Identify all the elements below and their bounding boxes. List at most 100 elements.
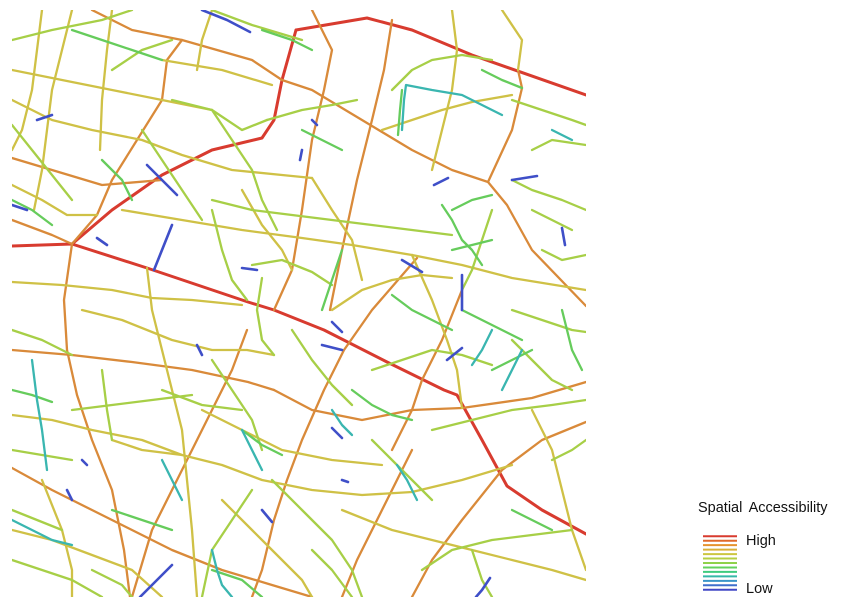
street-segment bbox=[220, 498, 314, 597]
street-segment bbox=[65, 488, 74, 502]
street-segment bbox=[32, 10, 74, 212]
street-segment bbox=[145, 163, 179, 197]
street-segment bbox=[445, 346, 464, 362]
street-segment bbox=[195, 10, 214, 72]
street-segment bbox=[270, 478, 364, 597]
street-segment bbox=[70, 393, 194, 412]
street-segment bbox=[12, 218, 74, 246]
street-segment bbox=[560, 308, 584, 372]
street-segment bbox=[90, 568, 134, 597]
street-segment bbox=[95, 236, 109, 247]
street-segment bbox=[12, 558, 104, 597]
street-segment bbox=[310, 548, 354, 597]
street-segment bbox=[210, 548, 234, 597]
street-segment bbox=[120, 208, 586, 292]
street-segment bbox=[12, 466, 314, 597]
street-segment bbox=[110, 38, 174, 72]
street-segment bbox=[510, 508, 554, 532]
street-segment bbox=[12, 203, 29, 212]
street-segment bbox=[510, 98, 586, 127]
street-segment bbox=[410, 253, 464, 410]
street-segment bbox=[298, 148, 304, 162]
street-segment bbox=[410, 420, 586, 597]
street-segment bbox=[340, 508, 586, 582]
street-segment bbox=[12, 413, 514, 497]
street-segment bbox=[530, 408, 586, 572]
street-segment bbox=[330, 320, 344, 334]
street-segment bbox=[500, 348, 524, 392]
street-segment bbox=[240, 266, 259, 272]
street-segment bbox=[145, 266, 199, 597]
legend-high-label: High bbox=[746, 533, 776, 549]
street-segment bbox=[200, 10, 252, 34]
legend: Spatial Accessibility High Low bbox=[698, 500, 860, 597]
street-segment bbox=[430, 10, 459, 172]
legend-low-label: Low bbox=[746, 581, 773, 597]
street-segment bbox=[152, 223, 174, 272]
street-segment bbox=[140, 128, 204, 222]
street-segment bbox=[540, 248, 586, 262]
street-segment bbox=[100, 158, 134, 202]
street-segment bbox=[250, 258, 334, 287]
street-segment bbox=[330, 273, 454, 312]
street-segment bbox=[30, 358, 49, 472]
street-segment bbox=[70, 28, 164, 62]
street-segment bbox=[470, 328, 494, 367]
street-segment bbox=[400, 258, 424, 274]
street-segment bbox=[12, 508, 64, 532]
street-segment bbox=[110, 438, 184, 457]
street-segment bbox=[160, 58, 274, 87]
street-segment bbox=[395, 463, 419, 502]
legend-color-ramp bbox=[703, 535, 737, 591]
street-segment bbox=[138, 563, 174, 597]
street-segment bbox=[160, 458, 184, 502]
street-segment bbox=[12, 10, 134, 42]
street-segment bbox=[490, 348, 534, 372]
street-segment bbox=[450, 193, 494, 212]
street-segment bbox=[12, 198, 54, 227]
street-segment bbox=[12, 123, 74, 202]
street-segment bbox=[480, 68, 524, 90]
street-segment bbox=[12, 10, 44, 152]
street-segment bbox=[130, 328, 249, 597]
street-segment bbox=[110, 508, 174, 532]
street-segment bbox=[98, 10, 114, 152]
street-segment bbox=[510, 338, 574, 392]
street-network-svg bbox=[12, 10, 586, 597]
street-segment bbox=[530, 208, 574, 232]
street-segment bbox=[200, 488, 254, 597]
street-segment bbox=[370, 438, 434, 502]
street-segment bbox=[12, 348, 276, 392]
street-segment bbox=[70, 38, 184, 246]
street-segment bbox=[390, 288, 464, 452]
street-segment bbox=[80, 458, 89, 467]
street-segment bbox=[12, 183, 99, 217]
street-segment bbox=[210, 108, 279, 232]
street-segment bbox=[272, 10, 334, 312]
street-segment bbox=[62, 242, 132, 597]
street-segment bbox=[12, 448, 74, 462]
street-segment bbox=[400, 83, 504, 132]
street-segment bbox=[390, 53, 494, 92]
street-segment bbox=[440, 203, 484, 267]
street-segment bbox=[530, 138, 586, 152]
street-segment bbox=[210, 208, 249, 302]
street-segment bbox=[328, 18, 394, 312]
street-segment bbox=[272, 380, 586, 422]
street-segment bbox=[265, 98, 359, 122]
street-segment bbox=[330, 426, 344, 440]
street-segment bbox=[260, 508, 274, 524]
street-segment bbox=[294, 16, 586, 97]
street-segment bbox=[450, 238, 494, 252]
street-segment bbox=[90, 10, 284, 82]
street-segment bbox=[340, 478, 350, 484]
street-segment bbox=[12, 68, 214, 112]
street-segment bbox=[430, 398, 586, 432]
street-segment bbox=[300, 128, 344, 152]
street-segment bbox=[12, 328, 74, 357]
street-segment bbox=[280, 78, 586, 308]
street-segment bbox=[320, 343, 344, 352]
street-segment bbox=[40, 478, 74, 597]
street-segment bbox=[12, 156, 164, 187]
